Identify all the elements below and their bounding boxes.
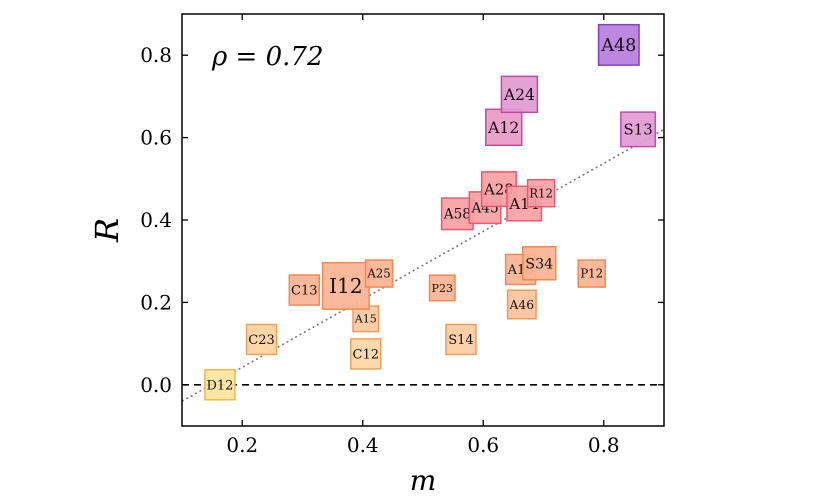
label-p23: P23 [432, 282, 454, 295]
y-tick-label: 0.2 [140, 290, 172, 314]
data-point-s13: S13 [620, 111, 657, 148]
x-tick-label: 0.6 [467, 433, 499, 457]
label-a25: A25 [366, 267, 390, 281]
label-i12: I12 [329, 274, 363, 298]
label-p12: P12 [580, 267, 603, 281]
label-c23: C23 [248, 333, 275, 348]
label-a24: A24 [503, 86, 535, 104]
y-axis-label: R [88, 218, 126, 243]
x-tick-label: 0.8 [588, 433, 620, 457]
label-c13: C13 [291, 284, 318, 299]
data-point-i12: I12 [321, 261, 370, 310]
marker-c23 [245, 323, 278, 356]
marker-r12 [526, 178, 556, 208]
plot-frame [181, 13, 665, 427]
label-s14: S14 [448, 333, 473, 348]
marker-a25 [364, 259, 394, 288]
marker-s14 [445, 323, 477, 356]
data-point-d12: D12 [204, 369, 236, 401]
data-point-a25: A25 [364, 259, 394, 288]
label-a46: A46 [508, 298, 534, 312]
marker-d12 [204, 369, 236, 401]
fit-line [182, 128, 664, 402]
marker-p12 [577, 259, 606, 288]
label-c12: C12 [353, 347, 380, 362]
label-r12: R12 [529, 186, 553, 200]
data-point-a12: A12 [484, 108, 523, 147]
data-point-a24: A24 [500, 75, 539, 114]
label-d12: D12 [206, 378, 233, 393]
data-point-a15: A15 [352, 305, 380, 333]
marker-c13 [288, 274, 321, 306]
x-tick-label: 0.2 [226, 433, 258, 457]
marker-p23 [428, 274, 456, 302]
data-point-p12: P12 [577, 259, 606, 288]
data-point-c12: C12 [350, 338, 382, 370]
label-a58: A58 [443, 207, 471, 223]
label-a15: A15 [354, 313, 377, 326]
label-s13: S13 [623, 121, 652, 139]
label-a48: A48 [600, 36, 636, 56]
data-point-a48: A48 [597, 23, 640, 66]
x-tick-label: 0.4 [347, 433, 379, 457]
label-s34: S34 [525, 256, 553, 272]
correlation-annotation: ρ = 0.72 [211, 42, 324, 72]
data-point-c23: C23 [245, 323, 278, 356]
marker-s13 [620, 111, 657, 148]
label-a28: A28 [483, 180, 514, 198]
marker-a48 [597, 23, 640, 66]
data-point-p23: P23 [428, 274, 456, 302]
data-point-s34: S34 [522, 246, 557, 281]
x-axis-label: m [410, 464, 437, 497]
y-tick-label: 0.0 [140, 373, 172, 397]
marker-s34 [522, 246, 557, 281]
marker-i12 [321, 261, 370, 310]
label-a12: A12 [487, 119, 519, 137]
data-point-s14: S14 [445, 323, 477, 356]
data-point-a46: A46 [506, 289, 537, 320]
y-tick-label: 0.6 [140, 126, 172, 150]
y-tick-label: 0.8 [140, 43, 172, 67]
marker-a46 [506, 289, 537, 320]
data-point-r12: R12 [526, 178, 556, 208]
marker-a58 [440, 197, 474, 231]
data-point-a58: A58 [440, 197, 474, 231]
data-point-c13: C13 [288, 274, 321, 306]
marker-c12 [350, 338, 382, 370]
marker-a24 [500, 75, 539, 114]
y-tick-label: 0.4 [140, 208, 172, 232]
